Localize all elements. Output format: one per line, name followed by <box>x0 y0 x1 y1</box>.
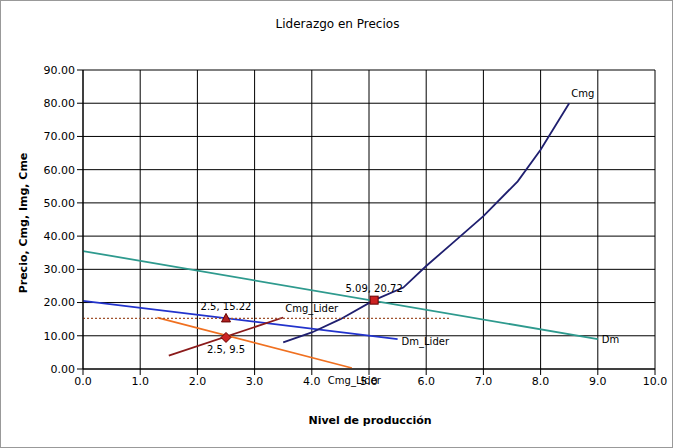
html-text:Precio, Cmg, Img, Cme: Precio, Cmg, Img, Cme <box>16 152 30 294</box>
svg-text:20.00: 20.00 <box>44 296 76 309</box>
svg-text:50.00: 50.00 <box>44 197 76 210</box>
svg-text:0.0: 0.0 <box>74 375 92 388</box>
svg-text:70.00: 70.00 <box>44 130 76 143</box>
html-text:Nivel de producción: Nivel de producción <box>308 414 432 427</box>
svg-text:2.5, 9.5: 2.5, 9.5 <box>207 344 245 355</box>
svg-text:4.0: 4.0 <box>303 375 321 388</box>
svg-text:8.0: 8.0 <box>532 375 550 388</box>
svg-text:10.00: 10.00 <box>44 330 76 343</box>
svg-text:7.0: 7.0 <box>475 375 493 388</box>
svg-text:9.0: 9.0 <box>589 375 607 388</box>
svg-text:1.0: 1.0 <box>131 375 149 388</box>
svg-text:2.5, 15.22: 2.5, 15.22 <box>201 301 252 312</box>
svg-text:60.00: 60.00 <box>44 164 76 177</box>
svg-text:Cmg_Lider: Cmg_Lider <box>285 303 339 315</box>
svg-text:2.0: 2.0 <box>189 375 207 388</box>
svg-text:Dm_Lider: Dm_Lider <box>402 336 450 348</box>
svg-text:Dm: Dm <box>602 334 619 345</box>
svg-text:30.00: 30.00 <box>44 263 76 276</box>
svg-text:5.09, 20.72: 5.09, 20.72 <box>346 283 403 294</box>
svg-text:Cmg: Cmg <box>571 88 594 99</box>
svg-text:3.0: 3.0 <box>246 375 264 388</box>
svg-text:80.00: 80.00 <box>44 97 76 110</box>
svg-text:0.00: 0.00 <box>51 363 76 376</box>
svg-text:Cmg_Lider: Cmg_Lider <box>328 375 382 387</box>
svg-text:10.0: 10.0 <box>643 375 665 388</box>
html-text:Liderazgo en Precios: Liderazgo en Precios <box>275 17 400 31</box>
svg-text:6.0: 6.0 <box>417 375 435 388</box>
svg-text:40.00: 40.00 <box>44 230 76 243</box>
svg-text:90.00: 90.00 <box>44 64 76 77</box>
